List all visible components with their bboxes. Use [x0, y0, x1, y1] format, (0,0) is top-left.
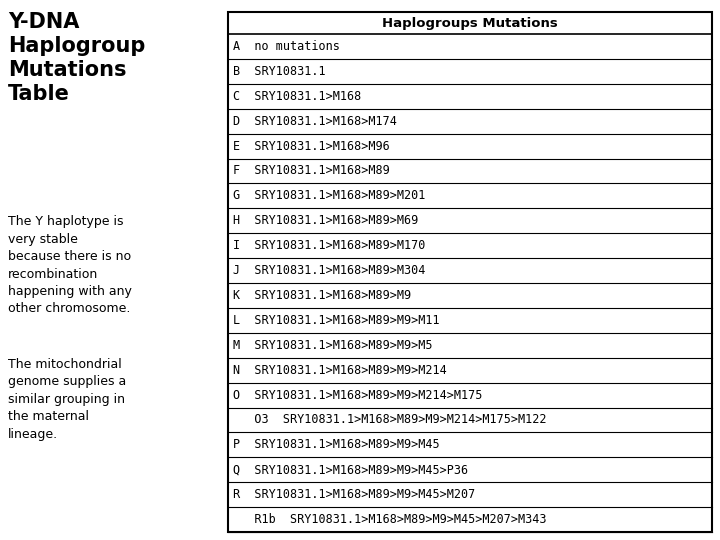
Text: P  SRY10831.1>M168>M89>M9>M45: P SRY10831.1>M168>M89>M9>M45: [233, 438, 440, 451]
Text: G  SRY10831.1>M168>M89>M201: G SRY10831.1>M168>M89>M201: [233, 190, 426, 202]
Text: O  SRY10831.1>M168>M89>M9>M214>M175: O SRY10831.1>M168>M89>M9>M214>M175: [233, 389, 482, 402]
Text: D  SRY10831.1>M168>M174: D SRY10831.1>M168>M174: [233, 114, 397, 127]
Text: J  SRY10831.1>M168>M89>M304: J SRY10831.1>M168>M89>M304: [233, 264, 426, 277]
Text: The mitochondrial
genome supplies a
similar grouping in
the maternal
lineage.: The mitochondrial genome supplies a simi…: [8, 358, 126, 441]
Text: The Y haplotype is
very stable
because there is no
recombination
happening with : The Y haplotype is very stable because t…: [8, 215, 132, 315]
Text: A  no mutations: A no mutations: [233, 40, 340, 53]
Text: H  SRY10831.1>M168>M89>M69: H SRY10831.1>M168>M89>M69: [233, 214, 418, 227]
Text: Q  SRY10831.1>M168>M89>M9>M45>P36: Q SRY10831.1>M168>M89>M9>M45>P36: [233, 463, 468, 476]
Text: I  SRY10831.1>M168>M89>M170: I SRY10831.1>M168>M89>M170: [233, 239, 426, 252]
Text: B  SRY10831.1: B SRY10831.1: [233, 65, 325, 78]
Text: F  SRY10831.1>M168>M89: F SRY10831.1>M168>M89: [233, 165, 390, 178]
Text: E  SRY10831.1>M168>M96: E SRY10831.1>M168>M96: [233, 139, 390, 152]
Text: L  SRY10831.1>M168>M89>M9>M11: L SRY10831.1>M168>M89>M9>M11: [233, 314, 440, 327]
Text: O3  SRY10831.1>M168>M89>M9>M214>M175>M122: O3 SRY10831.1>M168>M89>M9>M214>M175>M122: [233, 414, 546, 427]
Text: Y-DNA
Haplogroup
Mutations
Table: Y-DNA Haplogroup Mutations Table: [8, 12, 145, 104]
Text: K  SRY10831.1>M168>M89>M9: K SRY10831.1>M168>M89>M9: [233, 289, 411, 302]
Text: C  SRY10831.1>M168: C SRY10831.1>M168: [233, 90, 361, 103]
Text: Haplogroups Mutations: Haplogroups Mutations: [382, 17, 558, 30]
Text: R1b  SRY10831.1>M168>M89>M9>M45>M207>M343: R1b SRY10831.1>M168>M89>M9>M45>M207>M343: [233, 513, 546, 526]
Text: R  SRY10831.1>M168>M89>M9>M45>M207: R SRY10831.1>M168>M89>M9>M45>M207: [233, 488, 475, 501]
Text: M  SRY10831.1>M168>M89>M9>M5: M SRY10831.1>M168>M89>M9>M5: [233, 339, 433, 352]
Text: N  SRY10831.1>M168>M89>M9>M214: N SRY10831.1>M168>M89>M9>M214: [233, 363, 446, 377]
Bar: [228, 12, 712, 532]
